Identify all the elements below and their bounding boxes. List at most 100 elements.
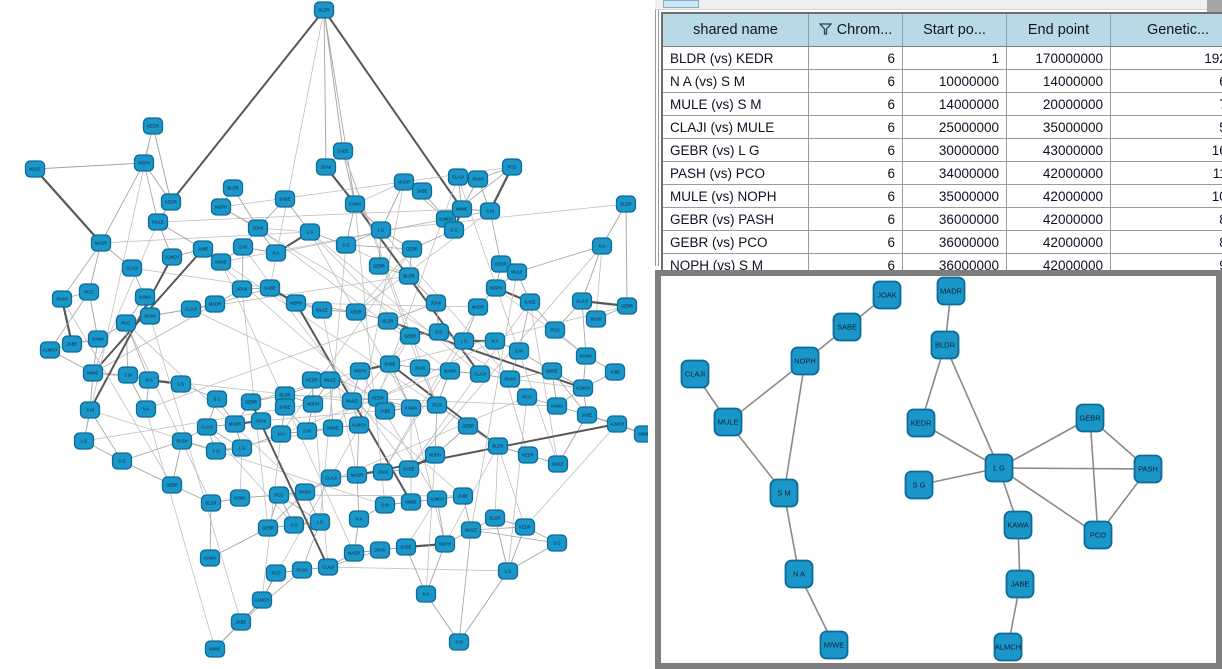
network-node-kawa[interactable]: KAWA [87, 330, 109, 348]
cell-value[interactable]: 43000000 [1006, 138, 1111, 162]
network-node-miwe[interactable]: MIWE [210, 253, 232, 271]
network-node-kawa[interactable]: KAWA [1003, 510, 1033, 540]
network-node-mule[interactable]: MULE [460, 521, 482, 539]
table-row[interactable]: GEBR (vs) L G6300000004300000016.9 [662, 138, 1222, 162]
network-node-bldr[interactable]: BLDR [484, 509, 506, 527]
network-node-s-g[interactable]: S G [205, 442, 227, 460]
network-node-almch[interactable]: ALMCH [426, 490, 448, 508]
network-node-sabe[interactable]: SABE [832, 312, 862, 342]
network-node-pash[interactable]: PASH [499, 370, 521, 388]
network-node-pash[interactable]: PASH [467, 170, 489, 188]
network-node-mule[interactable]: MULE [147, 213, 169, 231]
network-node-l-g[interactable]: L G [453, 332, 475, 350]
network-node-bldr[interactable]: BLDR [313, 1, 335, 19]
horizontal-scrollbar-thumb[interactable] [663, 0, 699, 8]
network-node-jabe[interactable]: JABE [374, 402, 396, 420]
network-node-sabe[interactable]: SABE [395, 538, 417, 556]
cell-value[interactable]: 6 [808, 115, 903, 139]
network-node-pash[interactable]: PASH [51, 290, 73, 308]
network-node-kedr[interactable]: KEDR [906, 408, 936, 438]
network-node-mule[interactable]: MULE [713, 407, 743, 437]
network-node-pco[interactable]: PCO [1083, 520, 1113, 550]
network-node-claji[interactable]: CLAJI [571, 292, 593, 310]
network-node-n-a[interactable]: N A [270, 425, 292, 443]
cell-value[interactable]: 16.9 [1110, 138, 1222, 162]
network-node-almch[interactable]: ALMCH [251, 591, 273, 609]
network-node-s-g[interactable]: S G [111, 452, 133, 470]
cell-shared-name[interactable]: PASH (vs) PCO [662, 161, 809, 185]
network-node-pash[interactable]: PASH [294, 483, 316, 501]
network-node-joak[interactable]: JOAK [409, 359, 431, 377]
network-node-miwe[interactable]: MIWE [451, 200, 473, 218]
network-node-s-g[interactable]: S G [206, 390, 228, 408]
table-row[interactable]: BLDR (vs) KEDR61170000000192.0 [662, 46, 1222, 70]
network-node-s-g[interactable]: S G [443, 221, 465, 239]
network-node-miwe[interactable]: MIWE [322, 419, 344, 437]
network-node-almch[interactable]: ALMCH [348, 416, 370, 434]
network-node-madr[interactable]: MADR [393, 173, 415, 191]
cell-shared-name[interactable]: GEBR (vs) L G [662, 138, 809, 162]
cell-value[interactable]: 36000000 [902, 207, 1007, 231]
cell-value[interactable]: 42000000 [1006, 161, 1111, 185]
cell-value[interactable]: 25000000 [902, 115, 1007, 139]
network-node-l-g[interactable]: L G [231, 439, 253, 457]
column-header-shared-name[interactable]: shared name [662, 13, 809, 47]
network-node-madr[interactable]: MADR [343, 544, 365, 562]
cell-value[interactable]: 6 [808, 92, 903, 116]
network-node-kawa[interactable]: KAWA [344, 195, 366, 213]
network-node-pco[interactable]: PCO [544, 321, 566, 339]
network-node-s-g[interactable]: S G [904, 470, 934, 500]
network-node-pco[interactable]: PCO [265, 564, 287, 582]
table-row[interactable]: N A (vs) S M610000000140000006.6 [662, 69, 1222, 93]
network-node-sabe[interactable]: SABE [274, 190, 296, 208]
network-node-sabe[interactable]: SABE [259, 279, 281, 297]
network-node-jabe[interactable]: JABE [604, 363, 626, 381]
cell-value[interactable]: 6 [808, 46, 903, 70]
network-node-s-m[interactable]: S M [374, 496, 396, 514]
network-node-l-g[interactable]: L G [299, 223, 321, 241]
network-node-s-g[interactable]: S G [335, 236, 357, 254]
cell-shared-name[interactable]: MULE (vs) S M [662, 92, 809, 116]
cell-value[interactable]: 42000000 [1006, 207, 1111, 231]
table-row[interactable]: MULE (vs) S M614000000200000007.5 [662, 92, 1222, 116]
network-node-gebr[interactable]: GEBR [161, 476, 183, 494]
network-node-madr[interactable]: MADR [346, 466, 368, 484]
network-node-pco[interactable]: PCO [115, 314, 137, 332]
cell-shared-name[interactable]: BLDR (vs) KEDR [662, 46, 809, 70]
network-node-bldr[interactable]: BLDR [398, 267, 420, 285]
network-node-jabe[interactable]: JABE [576, 406, 598, 424]
network-node-noph[interactable]: NOPH [302, 395, 324, 413]
network-node-kawa[interactable]: KAWA [575, 347, 597, 365]
network-node-l-g[interactable]: L G [370, 221, 392, 239]
network-node-l-g[interactable]: L G [309, 513, 331, 531]
network-node-n-a[interactable]: N A [265, 244, 287, 262]
network-node-pco[interactable]: PCO [78, 283, 100, 301]
network-node-bldr[interactable]: BLDR [487, 437, 509, 455]
network-node-claji[interactable]: CLAJI [680, 359, 710, 389]
network-node-gebr[interactable]: GEBR [401, 240, 423, 258]
network-node-pash[interactable]: PASH [291, 561, 313, 579]
table-horizontal-scrollbar[interactable] [655, 0, 1207, 10]
network-node-sabe[interactable]: SABE [519, 293, 541, 311]
network-node-sabe[interactable]: SABE [332, 142, 354, 160]
network-node-almch[interactable]: ALMCH [606, 415, 628, 433]
network-node-claji[interactable]: CLAJI [196, 418, 218, 436]
network-node-bldr[interactable]: BLDR [200, 494, 222, 512]
network-node-joak[interactable]: JOAK [231, 280, 253, 298]
network-node-madr[interactable]: MADR [204, 295, 226, 313]
network-node-miwe[interactable]: MIWE [819, 630, 849, 660]
network-node-n-a[interactable]: N A [415, 585, 437, 603]
network-node-s-g[interactable]: S G [546, 534, 568, 552]
network-node-l-g[interactable]: L G [73, 432, 95, 450]
network-node-pash[interactable]: PASH [171, 432, 193, 450]
network-node-mule[interactable]: MULE [319, 371, 341, 389]
table-row[interactable]: PASH (vs) PCO6340000004200000011.4 [662, 161, 1222, 185]
network-node-pco[interactable]: PCO [501, 158, 523, 176]
network-node-kedr[interactable]: KEDR [345, 303, 367, 321]
cell-value[interactable]: 6 [808, 207, 903, 231]
network-node-s-m[interactable]: S M [296, 422, 318, 440]
network-node-l-g[interactable]: L G [170, 375, 192, 393]
network-node-gebr[interactable]: GEBR [368, 257, 390, 275]
network-node-n-a[interactable]: N A [591, 237, 613, 255]
cell-value[interactable]: 35000000 [902, 184, 1007, 208]
